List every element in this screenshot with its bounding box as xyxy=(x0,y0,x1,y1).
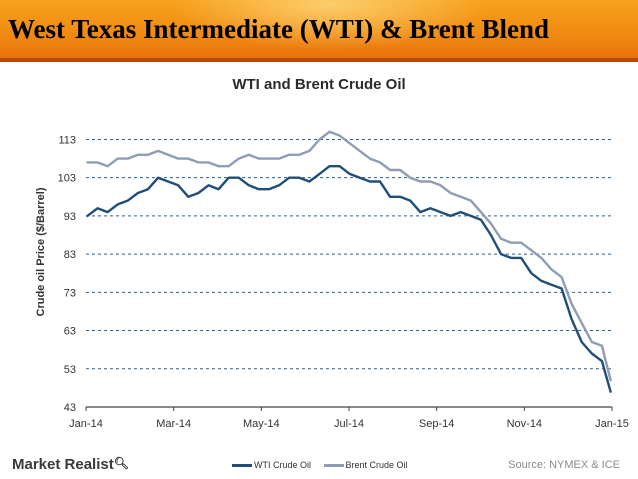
brent-series-line xyxy=(86,130,612,382)
legend-label-wti: WTI Crude Oil xyxy=(254,460,312,470)
footer: Market Realist🔍︎ WTI Crude Oil Brent Cru… xyxy=(0,452,638,479)
y-tick-label: 73 xyxy=(64,287,76,299)
x-tick-label: Sep-14 xyxy=(419,418,454,430)
gridlines xyxy=(86,138,612,370)
x-tick-label: Jul-14 xyxy=(334,418,364,430)
y-tick-label: 43 xyxy=(64,402,76,414)
series-lines xyxy=(86,130,612,393)
banner-glow xyxy=(170,0,490,50)
title-banner: West Texas Intermediate (WTI) & Brent Bl… xyxy=(0,0,638,62)
legend-swatch-wti xyxy=(232,464,252,468)
y-tick-label: 83 xyxy=(64,249,76,261)
legend-swatch-brent xyxy=(323,464,344,468)
x-axis: Jan-14 Mar-14 May-14 Jul-14 Sep-14 Nov-14 Jan-… xyxy=(69,406,629,430)
wti-series-line xyxy=(86,164,612,393)
x-tick-label: Mar-14 xyxy=(156,418,191,430)
y-tick-label: 53 xyxy=(64,364,76,376)
legend-label-brent: Brent Crude Oil xyxy=(345,460,408,470)
source-note: Source: NYMEX & ICE xyxy=(508,459,620,471)
line-chart: 113 103 93 83 73 63 53 43 Jan-14 Mar-14 May-14 Jul… xyxy=(35,130,629,430)
chart-legend: WTI Crude Oil Brent Crude Oil xyxy=(232,460,418,470)
magnifier-icon: 🔍︎ xyxy=(113,456,129,470)
x-tick-label: Jan-14 xyxy=(69,418,103,430)
y-axis-ticks: 113 103 93 83 73 63 53 43 xyxy=(58,134,76,414)
slide-title: West Texas Intermediate (WTI) & Brent Bl… xyxy=(8,14,549,44)
y-axis-label: Crude oil Price ($/Barrel) xyxy=(35,187,47,316)
chart-title: WTI and Brent Crude Oil xyxy=(232,76,406,93)
y-tick-label: 113 xyxy=(58,134,76,146)
x-tick-label: Nov-14 xyxy=(507,418,542,430)
y-tick-label: 103 xyxy=(58,173,76,185)
legend-item-brent: Brent Crude Oil xyxy=(323,460,408,470)
y-tick-label: 63 xyxy=(64,326,76,338)
legend-item-wti: WTI Crude Oil xyxy=(232,460,311,470)
y-tick-label: 93 xyxy=(64,211,76,223)
brand-name: Market Realist xyxy=(12,456,114,473)
banner-stripe xyxy=(0,58,638,62)
x-tick-label: May-14 xyxy=(243,418,280,430)
brand-logo: Market Realist🔍︎ xyxy=(12,456,129,473)
x-tick-label: Jan-15 xyxy=(595,418,629,430)
